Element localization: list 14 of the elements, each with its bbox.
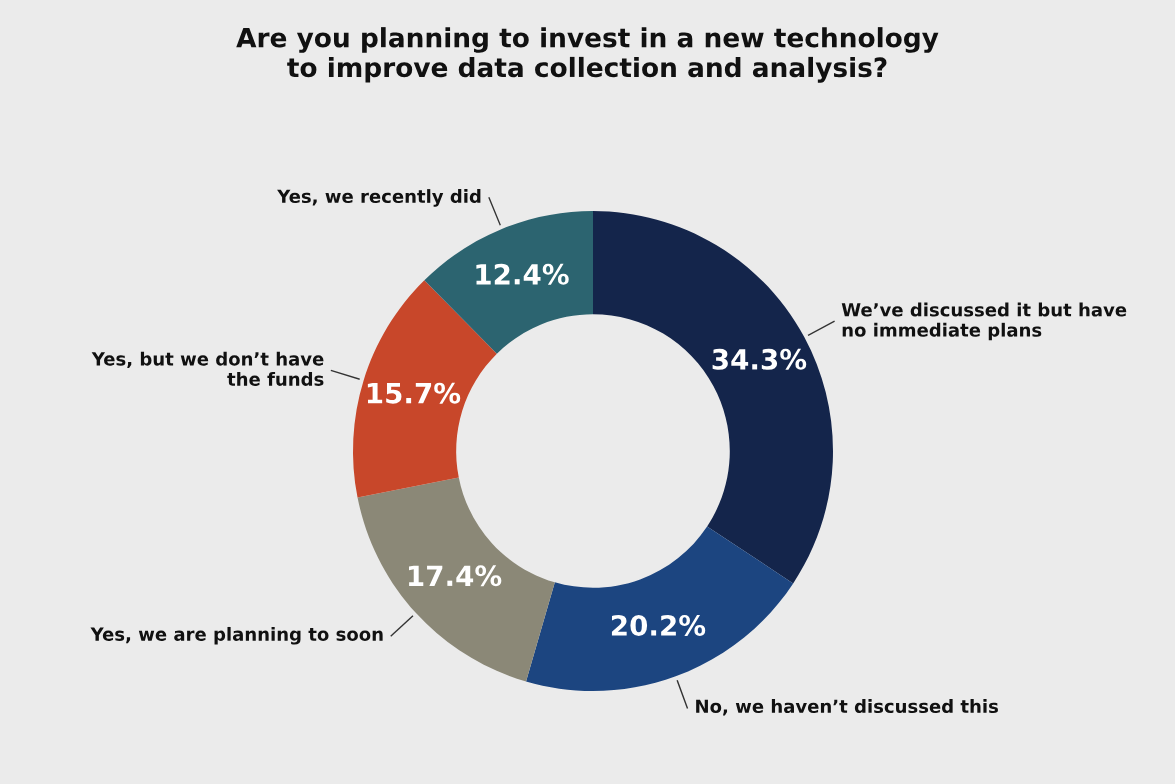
data-label: 15.7%	[367, 382, 461, 404]
slice-label: No, we haven’t discussed this	[696, 699, 998, 716]
data-label: 20.2%	[611, 614, 706, 636]
slice-label: We’ve discussed it but have no immediate plans	[841, 302, 1127, 341]
donut-slice	[526, 526, 794, 691]
donut-slice	[424, 211, 593, 354]
data-label: 34.3%	[712, 348, 807, 370]
slice-label: Yes, we are planning to soon	[90, 626, 383, 645]
data-label: 17.4%	[409, 565, 502, 587]
donut-slice	[593, 211, 833, 584]
slice-label: Yes, we recently did	[277, 189, 481, 207]
data-label: 12.4%	[476, 263, 569, 285]
slice-label: Yes, but we don’t have the funds	[91, 351, 324, 386]
chart-title: Are you planning to invest in a new technology to improve data collection and analysis?	[236, 27, 939, 83]
